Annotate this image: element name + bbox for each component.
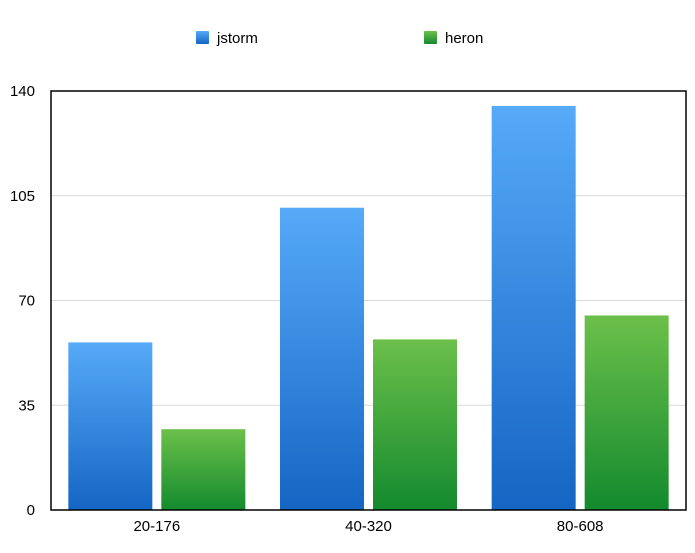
x-tick-label: 80-608 [557,518,604,535]
bars [68,105,669,510]
x-tick-label: 40-320 [345,518,392,535]
y-axis: 0 35 70 105 140 [10,83,35,519]
bar-heron-40-320 [373,339,457,510]
y-tick-label: 105 [10,188,35,205]
bar-jstorm-40-320 [280,207,364,510]
x-axis: 20-176 40-320 80-608 [133,518,603,535]
legend-swatch-heron [424,31,437,44]
plot-frame [50,90,687,511]
legend: jstorm heron [196,30,483,47]
legend-swatch-jstorm [196,31,209,44]
x-tick-label: 20-176 [133,518,180,535]
bar-heron-80-608 [584,315,669,510]
y-tick-label: 70 [18,293,35,310]
y-tick-label: 140 [10,83,35,100]
bar-jstorm-20-176 [68,342,153,510]
legend-label-jstorm: jstorm [216,30,258,47]
bar-jstorm-80-608 [491,105,576,510]
y-tick-label: 35 [18,397,35,414]
gridlines [51,195,686,406]
legend-label-heron: heron [445,30,483,47]
bar-heron-20-176 [161,429,246,510]
y-tick-label: 0 [27,502,35,519]
